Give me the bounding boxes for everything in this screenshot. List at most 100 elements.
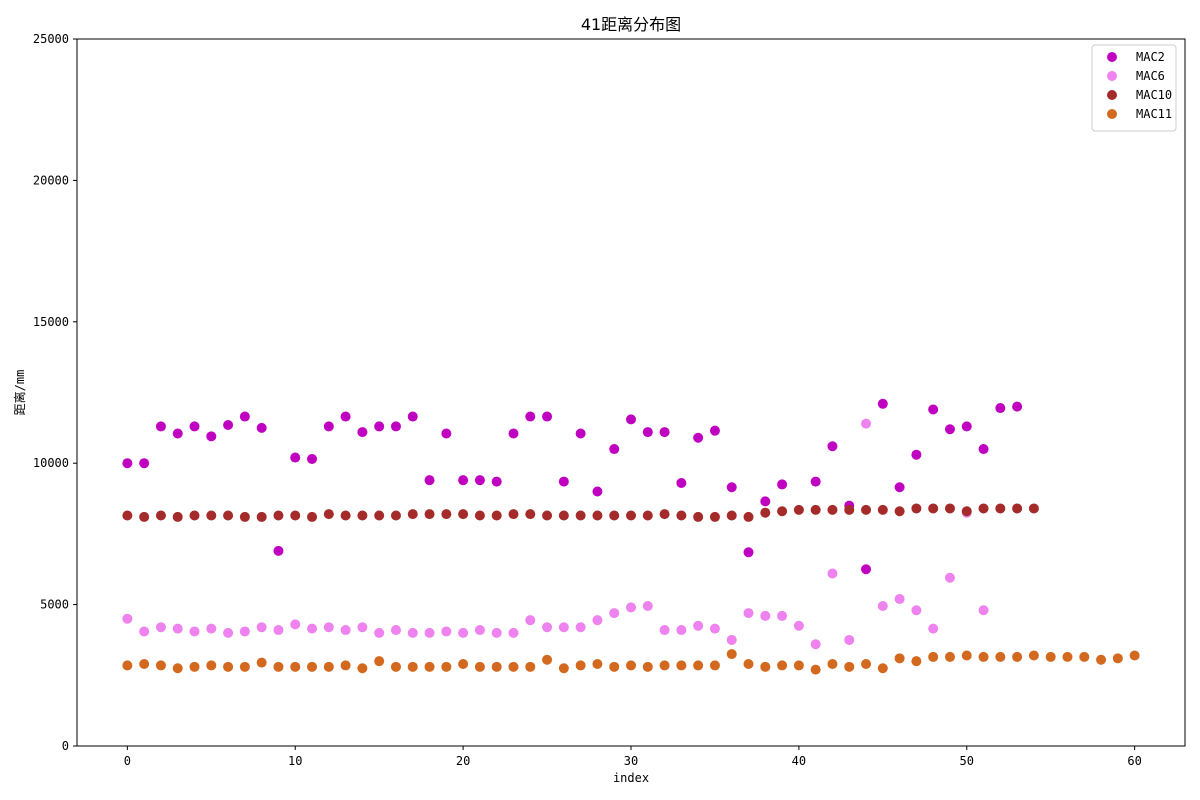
data-point-mac11 xyxy=(290,661,301,672)
data-point-mac11 xyxy=(390,661,401,672)
data-point-mac2 xyxy=(693,432,704,443)
data-point-mac10 xyxy=(458,509,469,520)
data-point-mac11 xyxy=(575,660,586,671)
data-point-mac11 xyxy=(458,658,469,669)
data-point-mac11 xyxy=(793,660,804,671)
data-point-mac10 xyxy=(189,510,200,521)
data-point-mac10 xyxy=(558,510,569,521)
data-point-mac2 xyxy=(239,411,250,422)
data-point-mac2 xyxy=(961,421,972,432)
data-point-mac2 xyxy=(206,431,217,442)
data-point-mac6 xyxy=(441,626,452,637)
x-tick-label: 20 xyxy=(456,754,470,768)
legend-label: MAC6 xyxy=(1136,69,1165,83)
data-point-mac11 xyxy=(340,660,351,671)
x-tick-label: 10 xyxy=(288,754,302,768)
data-point-mac11 xyxy=(239,661,250,672)
data-point-mac6 xyxy=(844,634,855,645)
data-point-mac11 xyxy=(189,661,200,672)
data-point-mac6 xyxy=(743,608,754,619)
data-point-mac6 xyxy=(256,622,267,633)
data-point-mac10 xyxy=(894,506,905,517)
data-point-mac11 xyxy=(726,649,737,660)
legend-marker xyxy=(1107,52,1117,62)
data-point-mac11 xyxy=(928,651,939,662)
data-point-mac10 xyxy=(290,510,301,521)
data-point-mac6 xyxy=(626,602,636,613)
y-tick-label: 0 xyxy=(62,739,69,753)
data-point-mac6 xyxy=(760,610,771,621)
data-point-mac6 xyxy=(592,615,603,626)
y-tick-label: 15000 xyxy=(33,315,69,329)
data-point-mac2 xyxy=(407,411,418,422)
data-point-mac2 xyxy=(626,414,636,425)
data-point-mac2 xyxy=(273,545,284,556)
data-point-mac10 xyxy=(609,510,620,521)
data-point-mac10 xyxy=(743,511,754,522)
data-point-mac6 xyxy=(491,627,502,638)
data-point-mac6 xyxy=(239,626,250,637)
data-point-mac6 xyxy=(206,623,217,634)
data-point-mac6 xyxy=(726,634,737,645)
data-point-mac6 xyxy=(323,622,334,633)
data-point-mac6 xyxy=(928,623,939,634)
data-point-mac11 xyxy=(525,661,536,672)
data-point-mac11 xyxy=(911,656,922,667)
data-point-mac10 xyxy=(676,510,687,521)
legend-marker xyxy=(1107,109,1117,119)
data-point-mac10 xyxy=(273,510,284,521)
data-point-mac10 xyxy=(575,510,586,521)
data-point-mac11 xyxy=(374,656,385,667)
data-point-mac10 xyxy=(374,510,385,521)
data-point-mac11 xyxy=(491,661,502,672)
data-point-mac2 xyxy=(189,421,200,432)
data-point-mac10 xyxy=(844,504,855,515)
data-point-mac10 xyxy=(911,503,922,514)
data-point-mac10 xyxy=(223,510,234,521)
series-mac2 xyxy=(122,398,1023,575)
data-point-mac2 xyxy=(760,496,771,507)
data-point-mac11 xyxy=(844,661,855,672)
x-axis-label: index xyxy=(613,771,649,785)
data-point-mac11 xyxy=(693,660,704,671)
data-point-mac6 xyxy=(172,623,183,634)
x-tick-label: 0 xyxy=(124,754,131,768)
data-point-mac6 xyxy=(407,627,418,638)
data-point-mac10 xyxy=(760,507,771,518)
data-point-mac6 xyxy=(155,622,166,633)
data-point-mac10 xyxy=(491,510,502,521)
data-point-mac10 xyxy=(1028,503,1039,514)
data-point-mac6 xyxy=(357,622,368,633)
data-point-mac6 xyxy=(374,627,385,638)
data-point-mac11 xyxy=(1062,651,1073,662)
data-point-mac6 xyxy=(642,601,653,612)
data-point-mac10 xyxy=(877,504,888,515)
data-point-mac2 xyxy=(491,476,502,487)
data-point-mac11 xyxy=(1045,651,1056,662)
data-point-mac11 xyxy=(709,660,720,671)
data-point-mac2 xyxy=(726,482,737,493)
data-point-mac11 xyxy=(424,661,435,672)
data-point-mac11 xyxy=(827,658,838,669)
data-point-mac6 xyxy=(911,605,922,616)
data-point-mac2 xyxy=(709,425,720,436)
data-point-mac10 xyxy=(978,503,989,514)
data-point-mac2 xyxy=(139,458,150,469)
data-point-mac2 xyxy=(743,547,754,558)
series-mac11 xyxy=(122,649,1140,675)
legend-label: MAC11 xyxy=(1136,107,1172,121)
data-point-mac6 xyxy=(474,625,485,636)
data-point-mac10 xyxy=(995,503,1006,514)
data-point-mac2 xyxy=(894,482,905,493)
data-point-mac10 xyxy=(256,511,267,522)
data-point-mac2 xyxy=(575,428,586,439)
data-point-mac10 xyxy=(155,510,166,521)
data-point-mac11 xyxy=(542,654,553,665)
data-point-mac10 xyxy=(810,504,821,515)
data-point-mac2 xyxy=(542,411,553,422)
data-point-mac6 xyxy=(525,615,536,626)
y-tick-label: 10000 xyxy=(33,456,69,470)
data-point-mac10 xyxy=(827,504,838,515)
data-point-mac6 xyxy=(777,610,788,621)
